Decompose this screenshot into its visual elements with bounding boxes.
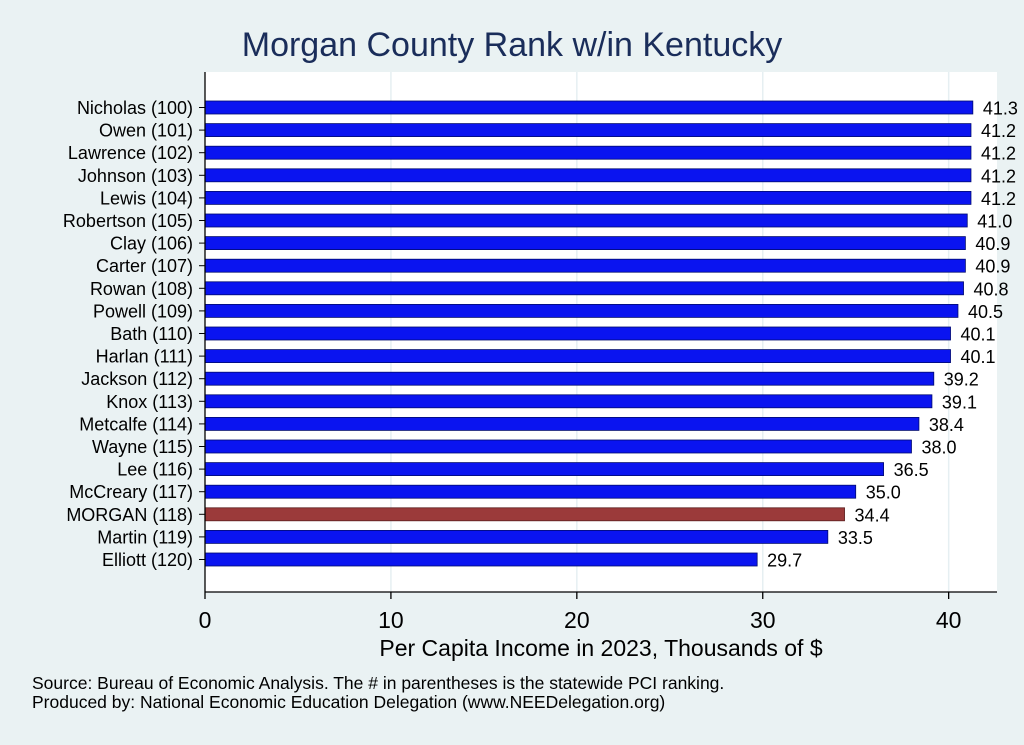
category-label: Carter (107) <box>96 256 193 276</box>
category-label: Lewis (104) <box>100 188 193 208</box>
data-label: 41.2 <box>981 189 1016 209</box>
x-axis-label: Per Capita Income in 2023, Thousands of … <box>379 635 823 661</box>
chart-title: Morgan County Rank w/in Kentucky <box>241 26 783 64</box>
category-label: Harlan (111) <box>96 347 193 367</box>
bar <box>204 303 959 318</box>
bar <box>204 190 972 205</box>
category-label: Bath (110) <box>110 324 193 344</box>
category-label: Martin (119) <box>97 527 193 547</box>
bar <box>204 394 933 409</box>
bar-highlight <box>204 507 845 522</box>
x-tick-label: 0 <box>199 607 212 633</box>
data-label: 41.3 <box>983 99 1018 119</box>
bar <box>204 100 974 115</box>
x-tick-label: 40 <box>936 607 962 633</box>
data-label: 39.1 <box>942 392 977 412</box>
bar <box>204 145 972 160</box>
data-label: 41.2 <box>981 144 1016 164</box>
produced-by-note: Produced by: National Economic Education… <box>32 692 666 712</box>
data-label: 40.9 <box>975 234 1010 254</box>
data-label: 40.1 <box>961 325 996 345</box>
bar <box>204 326 951 341</box>
data-label: 40.8 <box>974 279 1009 299</box>
data-label: 29.7 <box>767 551 802 571</box>
data-label: 40.5 <box>968 302 1003 322</box>
category-label: Robertson (105) <box>63 211 193 231</box>
category-label: Nicholas (100) <box>77 98 193 118</box>
data-label: 36.5 <box>894 460 929 480</box>
category-label: Metcalfe (114) <box>79 414 193 434</box>
data-label: 40.9 <box>975 257 1010 277</box>
category-label: Rowan (108) <box>90 279 193 299</box>
data-label: 33.5 <box>838 528 873 548</box>
category-label: Powell (109) <box>93 301 193 321</box>
bar <box>204 349 951 364</box>
category-label: Jackson (112) <box>81 369 193 389</box>
data-label: 41.2 <box>981 166 1016 186</box>
x-tick-label: 20 <box>564 607 590 633</box>
category-label: Johnson (103) <box>78 166 193 186</box>
data-label: 38.4 <box>929 415 964 435</box>
bar <box>204 371 935 386</box>
data-label: 40.1 <box>961 347 996 367</box>
category-label: Wayne (115) <box>92 437 193 457</box>
category-label: Lawrence (102) <box>68 143 193 163</box>
category-label: Clay (106) <box>110 234 193 254</box>
data-label: 38.0 <box>921 438 956 458</box>
bar <box>204 439 912 454</box>
bar <box>204 462 884 477</box>
x-tick-label: 10 <box>378 607 404 633</box>
category-label: Owen (101) <box>99 121 193 141</box>
category-label: Lee (116) <box>117 460 193 480</box>
bar <box>204 258 966 273</box>
data-label: 41.0 <box>977 212 1012 232</box>
bar <box>204 168 972 183</box>
bar <box>204 123 972 137</box>
x-tick-label: 30 <box>750 607 776 633</box>
bar <box>204 213 968 228</box>
category-label: McCreary (117) <box>69 482 193 502</box>
category-label: MORGAN (118) <box>66 505 193 525</box>
data-label: 34.4 <box>855 505 890 525</box>
data-label: 35.0 <box>866 483 901 503</box>
data-label: 41.2 <box>981 121 1016 141</box>
data-label: 39.2 <box>944 370 979 390</box>
bar <box>204 552 758 567</box>
bar <box>204 530 829 544</box>
bar <box>204 416 920 431</box>
category-label: Knox (113) <box>106 392 193 412</box>
source-note: Source: Bureau of Economic Analysis. The… <box>32 673 725 693</box>
bar <box>204 484 857 499</box>
category-label: Elliott (120) <box>102 550 193 570</box>
bar <box>204 236 966 251</box>
bar <box>204 281 964 296</box>
